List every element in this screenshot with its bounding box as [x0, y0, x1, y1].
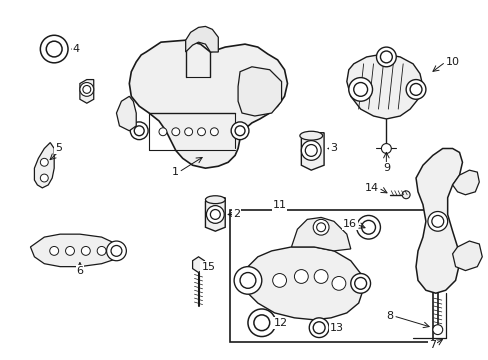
Circle shape [313, 219, 328, 235]
Circle shape [240, 273, 255, 288]
Polygon shape [238, 67, 281, 116]
Text: 2: 2 [232, 210, 240, 220]
Polygon shape [346, 54, 422, 119]
Circle shape [106, 241, 126, 261]
Text: 14: 14 [364, 183, 378, 193]
Circle shape [432, 325, 442, 334]
Circle shape [210, 210, 220, 219]
Circle shape [301, 141, 321, 160]
Circle shape [316, 223, 325, 232]
Circle shape [206, 206, 224, 223]
Text: 11: 11 [272, 199, 286, 210]
Text: 6: 6 [76, 266, 83, 276]
Text: 10: 10 [445, 57, 459, 67]
Ellipse shape [205, 196, 225, 204]
Circle shape [134, 126, 144, 136]
Circle shape [427, 212, 447, 231]
Circle shape [294, 270, 307, 283]
Polygon shape [30, 234, 121, 267]
Circle shape [171, 128, 180, 136]
Text: 16: 16 [342, 219, 356, 229]
Text: 13: 13 [329, 323, 343, 333]
Polygon shape [192, 257, 204, 273]
Text: 3: 3 [329, 144, 336, 153]
Polygon shape [452, 241, 481, 271]
Text: 5: 5 [55, 144, 62, 153]
Polygon shape [415, 148, 462, 293]
Circle shape [305, 145, 317, 156]
Text: 4: 4 [73, 44, 80, 54]
Circle shape [376, 47, 395, 67]
Text: 15: 15 [201, 262, 215, 272]
Circle shape [197, 128, 205, 136]
Circle shape [431, 215, 443, 227]
Circle shape [313, 322, 325, 334]
Circle shape [361, 220, 375, 234]
Circle shape [159, 128, 166, 136]
Circle shape [97, 247, 106, 255]
Circle shape [130, 122, 148, 140]
Circle shape [380, 51, 391, 63]
Circle shape [41, 35, 68, 63]
Circle shape [81, 247, 90, 255]
Ellipse shape [299, 131, 322, 140]
Text: 8: 8 [386, 311, 392, 321]
Circle shape [409, 84, 421, 95]
Circle shape [111, 246, 122, 256]
Circle shape [331, 276, 345, 290]
Circle shape [65, 247, 74, 255]
Circle shape [356, 215, 380, 239]
Polygon shape [205, 198, 225, 231]
Text: 9: 9 [382, 163, 389, 173]
Circle shape [235, 126, 244, 136]
Circle shape [353, 82, 367, 96]
Circle shape [350, 274, 370, 293]
Circle shape [272, 274, 286, 287]
Circle shape [253, 315, 269, 330]
Circle shape [41, 158, 48, 166]
Circle shape [80, 82, 94, 96]
Circle shape [348, 78, 372, 101]
Circle shape [308, 318, 328, 338]
Circle shape [210, 128, 218, 136]
Circle shape [41, 174, 48, 182]
Polygon shape [452, 170, 478, 195]
Circle shape [46, 41, 62, 57]
Circle shape [354, 278, 366, 289]
Polygon shape [291, 217, 350, 251]
Text: 12: 12 [273, 318, 287, 328]
Bar [230, 210, 432, 342]
Polygon shape [185, 26, 218, 52]
Circle shape [247, 309, 275, 337]
Text: 1: 1 [171, 167, 179, 177]
Circle shape [381, 144, 390, 153]
Circle shape [82, 85, 91, 93]
Circle shape [406, 80, 425, 99]
Circle shape [231, 122, 248, 140]
Polygon shape [301, 133, 324, 170]
Polygon shape [129, 40, 287, 168]
Polygon shape [34, 143, 54, 188]
Circle shape [234, 267, 261, 294]
Polygon shape [80, 80, 94, 103]
Polygon shape [116, 96, 136, 131]
Circle shape [401, 191, 409, 199]
Circle shape [50, 247, 59, 255]
Circle shape [314, 270, 327, 283]
Text: 7: 7 [428, 341, 435, 350]
Polygon shape [242, 247, 363, 320]
Circle shape [184, 128, 192, 136]
